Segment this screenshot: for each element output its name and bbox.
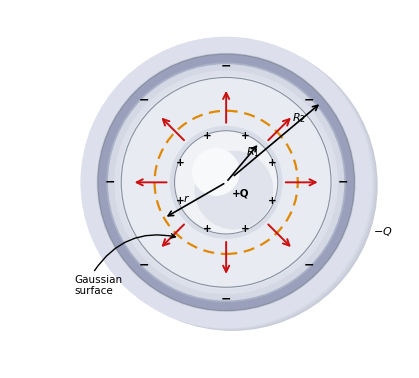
Circle shape bbox=[195, 151, 273, 229]
Text: $R_2$: $R_2$ bbox=[292, 111, 306, 125]
Text: −: − bbox=[139, 93, 149, 107]
Text: −: − bbox=[303, 258, 314, 271]
Circle shape bbox=[121, 77, 331, 287]
Circle shape bbox=[198, 154, 254, 211]
Circle shape bbox=[175, 131, 278, 234]
Circle shape bbox=[184, 140, 269, 225]
Circle shape bbox=[207, 163, 246, 202]
Text: −: − bbox=[139, 258, 149, 271]
Text: +: + bbox=[268, 197, 277, 206]
Text: +Q: +Q bbox=[232, 189, 249, 199]
Circle shape bbox=[98, 55, 354, 310]
Circle shape bbox=[116, 72, 336, 293]
Circle shape bbox=[115, 71, 337, 294]
Circle shape bbox=[171, 127, 282, 238]
Text: $-Q$: $-Q$ bbox=[372, 225, 392, 237]
Text: +: + bbox=[203, 224, 211, 234]
FancyArrowPatch shape bbox=[95, 234, 176, 271]
Text: +: + bbox=[241, 224, 250, 234]
Circle shape bbox=[81, 37, 371, 327]
Text: Gaussian
surface: Gaussian surface bbox=[75, 275, 123, 296]
Text: −: − bbox=[221, 292, 231, 305]
Text: −: − bbox=[337, 176, 348, 189]
Circle shape bbox=[125, 81, 327, 284]
Text: +: + bbox=[203, 131, 211, 141]
Circle shape bbox=[83, 39, 373, 328]
Circle shape bbox=[178, 135, 274, 230]
Text: +: + bbox=[241, 131, 250, 141]
Text: $R_1$: $R_1$ bbox=[246, 145, 260, 159]
Text: +: + bbox=[176, 158, 184, 168]
Circle shape bbox=[175, 131, 278, 234]
Text: −: − bbox=[104, 176, 115, 189]
Circle shape bbox=[120, 76, 332, 288]
Circle shape bbox=[193, 149, 239, 195]
Text: −: − bbox=[303, 93, 314, 107]
Text: −: − bbox=[221, 59, 231, 72]
Circle shape bbox=[85, 39, 375, 329]
Circle shape bbox=[109, 65, 344, 300]
Text: +: + bbox=[268, 158, 277, 168]
Text: +: + bbox=[176, 197, 184, 206]
Circle shape bbox=[81, 37, 371, 327]
Circle shape bbox=[134, 90, 318, 275]
Circle shape bbox=[107, 63, 345, 302]
Circle shape bbox=[97, 54, 355, 311]
Circle shape bbox=[87, 40, 377, 330]
Circle shape bbox=[190, 146, 262, 218]
Text: $r$: $r$ bbox=[183, 193, 190, 204]
